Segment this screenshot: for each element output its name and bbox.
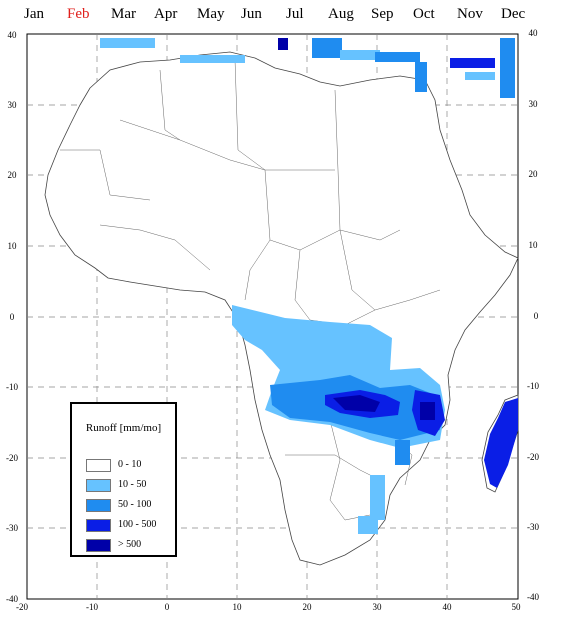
legend-range: 50 - 100	[118, 499, 152, 510]
legend-swatch	[86, 499, 111, 512]
legend-title: Runoff [mm/mo]	[85, 422, 162, 434]
legend-swatch	[86, 539, 111, 552]
month-dec[interactable]: Dec	[501, 6, 526, 22]
legend-item: 10 - 50	[86, 479, 176, 493]
month-feb[interactable]: Feb	[67, 6, 90, 22]
legend-range: 0 - 10	[118, 459, 142, 470]
y-tick-label: 30	[8, 100, 18, 110]
right-y-tick-label: 0	[534, 311, 539, 321]
legend-item: 100 - 500	[86, 519, 176, 533]
x-tick-label: -20	[16, 602, 28, 612]
legend-swatch	[86, 479, 111, 492]
month-nov[interactable]: Nov	[457, 6, 483, 22]
y-tick-label: -10	[6, 382, 18, 392]
month-mar[interactable]: Mar	[111, 6, 136, 22]
legend-range: 100 - 500	[118, 519, 157, 530]
right-y-tick-label: -10	[527, 381, 539, 391]
x-tick-label: 20	[303, 602, 313, 612]
legend-swatch	[86, 519, 111, 532]
month-apr[interactable]: Apr	[154, 6, 178, 22]
month-sep[interactable]: Sep	[371, 6, 394, 22]
right-y-tick-label: 20	[529, 169, 539, 179]
map-frame	[26, 33, 519, 600]
right-y-tick-label: 10	[529, 240, 539, 250]
x-tick-label: -10	[86, 602, 98, 612]
runoff-cells	[100, 38, 518, 534]
y-tick-label: 20	[8, 170, 18, 180]
right-y-tick-label: 30	[529, 99, 539, 109]
month-jan[interactable]: Jan	[24, 6, 44, 22]
x-tick-label: 0	[165, 602, 170, 612]
right-y-tick-label: -40	[527, 592, 539, 602]
legend-range: > 500	[118, 539, 142, 550]
y-tick-label: 0	[10, 312, 15, 322]
legend-range: 10 - 50	[118, 479, 147, 490]
month-aug[interactable]: Aug	[328, 6, 354, 22]
legend-item: > 500	[86, 539, 176, 553]
right-y-tick-label: -30	[527, 522, 539, 532]
x-tick-label: 40	[443, 602, 453, 612]
y-tick-label: -20	[6, 453, 18, 463]
month-jul[interactable]: Jul	[286, 6, 304, 22]
y-tick-label: -40	[6, 594, 18, 604]
legend-swatch	[86, 459, 111, 472]
y-tick-label: 40	[8, 30, 18, 40]
month-jun[interactable]: Jun	[241, 6, 262, 22]
month-oct[interactable]: Oct	[413, 6, 435, 22]
legend-item: 50 - 100	[86, 499, 176, 513]
right-y-tick-label: 40	[529, 28, 539, 38]
legend-item: 0 - 10	[86, 459, 176, 473]
x-tick-label: 10	[233, 602, 243, 612]
month-selector: Jan Feb Mar Apr May Jun Jul Aug Sep Oct …	[0, 0, 568, 30]
runoff-legend: Runoff [mm/mo] 0 - 10 10 - 50 50 - 100 1…	[70, 402, 177, 557]
month-may[interactable]: May	[197, 6, 225, 22]
right-y-tick-label: -20	[527, 452, 539, 462]
x-tick-label: 50	[512, 602, 522, 612]
y-tick-label: -30	[6, 523, 18, 533]
y-tick-label: 10	[8, 241, 18, 251]
x-tick-label: 30	[373, 602, 383, 612]
